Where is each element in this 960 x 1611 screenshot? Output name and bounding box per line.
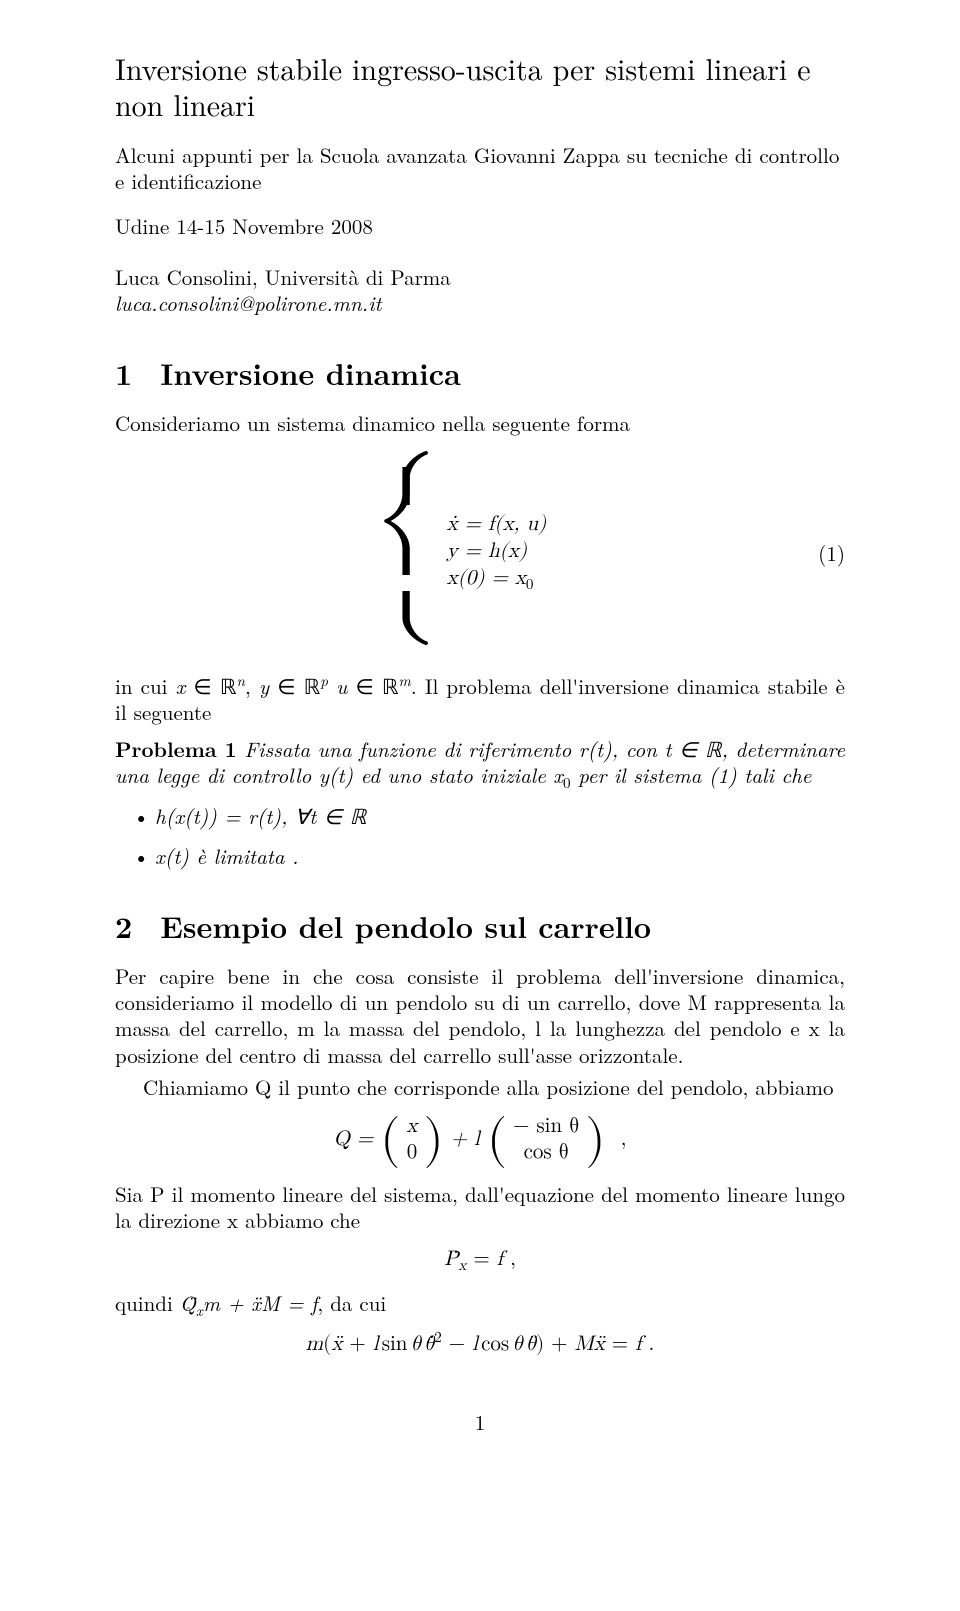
- equation-pdot: Ṗx = f ,: [115, 1247, 845, 1276]
- condition-1: h(x(t)) = r(t), ∀t ∈ ℝ: [155, 803, 845, 829]
- section-2-title: Esempio del pendolo sul carrello: [160, 904, 651, 947]
- sys-line-2: y = h(x): [447, 538, 527, 565]
- document-subtitle: Alcuni appunti per la Scuola avanzata Gi…: [115, 142, 845, 195]
- author-block: Luca Consolini, Università di Parma luca…: [115, 264, 845, 317]
- paragraph-derivation: quindi Q̈xm + ẍM = f, da cui: [115, 1290, 845, 1321]
- problem-conditions-list: h(x(t)) = r(t), ∀t ∈ ℝ x(t) è limitata .: [115, 803, 845, 870]
- equation-q: Q = ( x 0 ) + l ( − sin θ cos θ ) ,: [115, 1114, 845, 1167]
- section-1-number: 1: [115, 354, 132, 392]
- document-title: Inversione stabile ingresso-uscita per s…: [115, 50, 845, 122]
- paragraph-p-intro: Sia P il momento lineare del sistema, da…: [115, 1181, 845, 1234]
- section-1-heading: 1 Inversione dinamica: [115, 354, 845, 392]
- left-brace-icon: ⎧⎨⎩: [374, 448, 439, 658]
- paragraph-pendulum-intro: Per capire bene in che cosa consiste il …: [115, 963, 845, 1068]
- equation-final: m(ẍ + lsinθθ̇2 − lcosθθ̈) + Mẍ = f .: [115, 1329, 845, 1358]
- section-2-number: 2: [115, 907, 132, 945]
- condition-2: x(t) è limitata .: [155, 843, 845, 869]
- equation-system-1: ⎧⎨⎩ ẋ = f(x, u) y = h(x) x(0) = x0 (1): [115, 448, 845, 658]
- page: Inversione stabile ingresso-uscita per s…: [0, 0, 960, 1475]
- sys-line-1: ẋ = f(x, u): [447, 511, 547, 538]
- paragraph-intro-1: Consideriamo un sistema dinamico nella s…: [115, 410, 845, 436]
- paragraph-q-intro: Chiamiamo Q il punto che corrisponde all…: [115, 1074, 845, 1100]
- dateline: Udine 14-15 Novembre 2008: [115, 213, 845, 239]
- section-2-heading: 2 Esempio del pendolo sul carrello: [115, 907, 845, 945]
- author-email: luca.consolini@polirone.mn.it: [115, 288, 382, 318]
- page-number: 1: [115, 1409, 845, 1435]
- equation-number-1: (1): [805, 540, 845, 566]
- problem-1: Problema 1 Fissata una funzione di rifer…: [115, 736, 845, 793]
- paragraph-domains: in cui x ∈ ℝn, y ∈ ℝp u ∈ ℝm. Il problem…: [115, 672, 845, 726]
- sys-line-3: x(0) = x0: [447, 565, 534, 595]
- section-1-title: Inversione dinamica: [160, 351, 461, 394]
